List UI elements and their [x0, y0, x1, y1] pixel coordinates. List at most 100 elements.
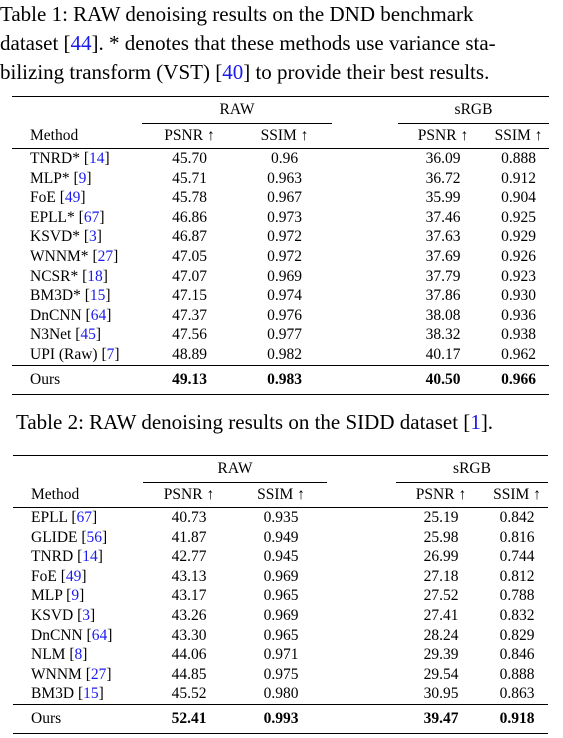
metric-header: SSIM ↑ [235, 482, 327, 508]
table-row: DnCNN [64] 47.37 0.976 38.08 0.936 [12, 306, 549, 326]
value-cell: 43.30 [171, 626, 207, 644]
citation-link[interactable]: 64 [90, 306, 107, 324]
citation-link[interactable]: 1 [470, 410, 481, 434]
value-cell: 37.69 [425, 247, 461, 265]
citation-link[interactable]: 3 [89, 228, 97, 246]
spacer-cell [332, 325, 398, 345]
value-cell: 0.969 [267, 267, 302, 285]
table-row: NCSR* [18] 47.07 0.969 37.79 0.923 [12, 267, 549, 287]
value-cell: 0.929 [501, 228, 536, 246]
spacer-cell [327, 586, 396, 606]
citation-link[interactable]: 49 [64, 189, 81, 207]
spacer-cell [327, 684, 396, 704]
method-cell: BM3D [15] [31, 685, 104, 703]
ours-row: Ours 52.41 0.993 39.47 0.918 [13, 703, 548, 734]
method-header: Method [30, 126, 79, 144]
citation-link[interactable]: 18 [87, 267, 103, 285]
citation-link[interactable]: 27 [97, 247, 114, 265]
citation-link[interactable]: 64 [91, 626, 108, 644]
value-cell: 44.85 [171, 665, 207, 683]
method-cell: UPI (Raw) [7] [30, 345, 120, 363]
method-name: FoE [30, 189, 56, 207]
citation-link[interactable]: 9 [78, 169, 87, 187]
spacer-cell [332, 169, 398, 189]
method-name: BM3D* [30, 287, 81, 305]
value-cell: 0.938 [501, 326, 536, 344]
group-raw-label: RAW [143, 455, 327, 483]
value-cell: 47.07 [172, 267, 207, 285]
citation-link[interactable]: 15 [83, 685, 99, 703]
method-cell: EPLL* [67] [30, 208, 105, 226]
table1: RAW sRGB Method PSNR ↑ SSIM ↑ PSNR ↑ SSIM ↑ TNR… [12, 96, 549, 395]
value-cell: 43.26 [171, 606, 207, 624]
value-cell: 0.812 [499, 567, 535, 585]
value-cell: 29.54 [423, 665, 459, 683]
value-cell: 0.971 [263, 646, 299, 664]
value-cell-best: 49.13 [142, 364, 237, 395]
method-name: DnCNN [31, 626, 83, 644]
value-cell: 0.863 [499, 685, 535, 703]
method-name: KSVD* [30, 228, 80, 246]
value-cell: 0.926 [501, 247, 536, 265]
value-cell: 37.79 [425, 267, 461, 285]
spacer-cell [332, 267, 398, 287]
citation-link[interactable]: 56 [86, 528, 103, 546]
value-cell-best: 0.966 [488, 364, 549, 395]
table1-caption-line2: dataset [44]. * denotes that these metho… [0, 29, 560, 58]
value-cell: 0.96 [237, 147, 332, 169]
table-row: MLP* [9] 45.71 0.963 36.72 0.912 [12, 169, 549, 189]
method-name: BM3D [31, 685, 75, 703]
method-cell: KSVD [3] [31, 606, 96, 624]
value-cell: 38.32 [425, 326, 461, 344]
group-header-row: RAW sRGB [13, 455, 548, 483]
citation-link[interactable]: 49 [65, 567, 82, 585]
value-cell: 47.15 [172, 287, 207, 305]
method-cell: KSVD* [3] [30, 228, 102, 246]
citation-link[interactable]: 44 [70, 31, 92, 55]
value-cell: 43.13 [171, 567, 207, 585]
metric-header: PSNR ↑ [142, 123, 237, 149]
value-cell: 0.967 [267, 189, 302, 207]
value-cell: 0.904 [501, 189, 536, 207]
value-cell: 27.18 [423, 567, 459, 585]
value-cell: 0.972 [267, 247, 302, 265]
value-cell: 35.99 [425, 189, 461, 207]
citation-link[interactable]: 67 [76, 509, 93, 526]
citation-link[interactable]: 45 [80, 326, 96, 344]
value-cell: 0.935 [235, 506, 327, 528]
value-cell: 37.63 [425, 228, 461, 246]
method-name: MLP* [30, 169, 70, 187]
value-cell: 0.969 [263, 606, 299, 624]
value-cell: 30.95 [423, 685, 459, 703]
method-cell: GLIDE [56] [31, 528, 108, 546]
method-name: UPI (Raw) [30, 345, 98, 363]
table-row: N3Net [45] 47.56 0.977 38.32 0.938 [12, 325, 549, 345]
value-cell-best: 0.918 [486, 703, 548, 734]
value-cell: 25.19 [396, 506, 486, 528]
spacer-cell [332, 286, 398, 306]
method-cell: N3Net [45] [30, 326, 102, 344]
citation-link[interactable]: 14 [82, 548, 98, 566]
value-cell: 0.923 [501, 267, 536, 285]
spacer-cell [332, 188, 398, 208]
citation-link[interactable]: 8 [74, 646, 83, 664]
citation-link[interactable]: 7 [106, 345, 115, 363]
value-cell: 0.945 [263, 548, 299, 566]
citation-link[interactable]: 3 [82, 606, 90, 624]
citation-link[interactable]: 27 [90, 665, 107, 683]
citation-link[interactable]: 14 [89, 150, 105, 167]
citation-link[interactable]: 15 [89, 287, 106, 305]
citation-link[interactable]: 67 [83, 208, 100, 226]
spacer-cell [327, 645, 396, 665]
method-name: FoE [31, 567, 57, 585]
method-name: MLP [31, 587, 63, 605]
value-cell: 42.77 [171, 548, 207, 566]
method-cell: NCSR* [18] [30, 267, 108, 285]
value-cell: 0.949 [263, 528, 299, 546]
citation-link[interactable]: 40 [222, 60, 244, 84]
value-cell: 40.17 [425, 345, 461, 363]
citation-link[interactable]: 9 [71, 587, 80, 605]
table1-caption-line3: bilizing transform (VST) [40] to provide… [0, 58, 560, 87]
value-cell-best: 40.50 [398, 364, 488, 395]
value-cell: 0.972 [267, 228, 302, 246]
